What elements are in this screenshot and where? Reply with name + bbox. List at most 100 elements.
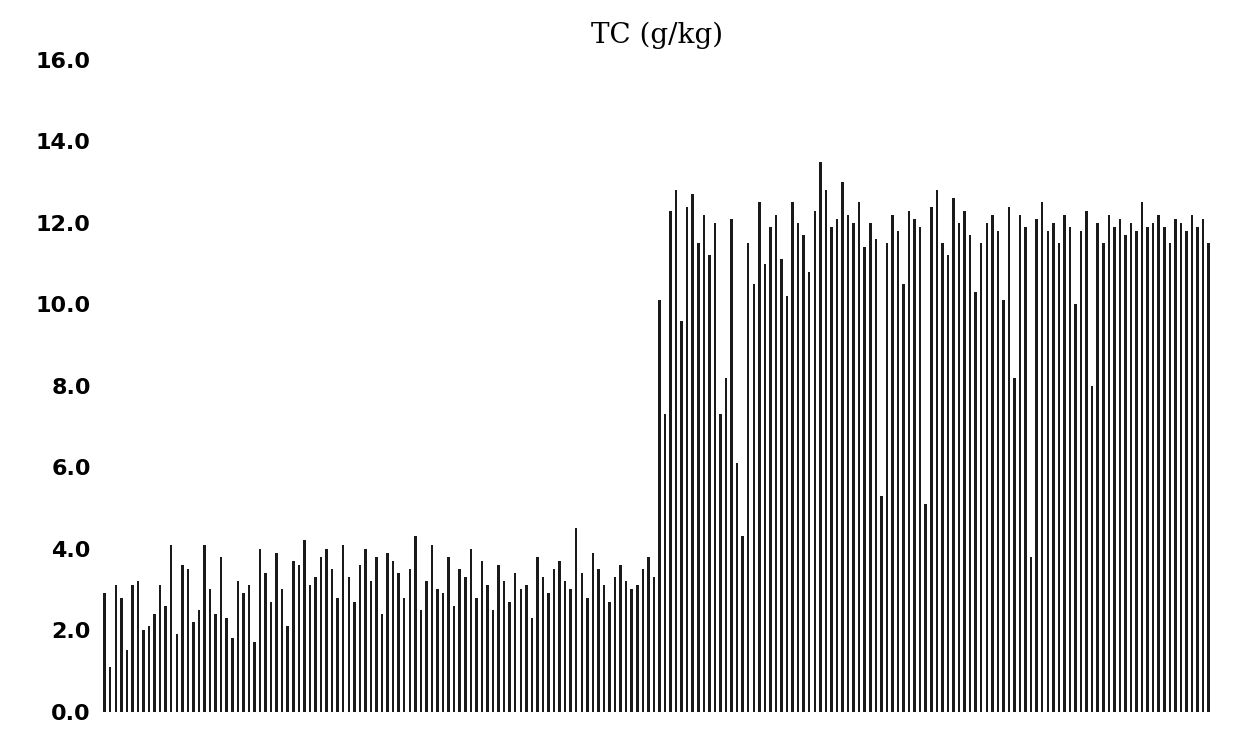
- Bar: [841, 182, 844, 712]
- Bar: [624, 581, 627, 712]
- Bar: [736, 463, 738, 712]
- Bar: [691, 194, 694, 712]
- Bar: [924, 504, 927, 712]
- Bar: [375, 557, 378, 712]
- Bar: [714, 223, 716, 712]
- Bar: [1163, 227, 1166, 712]
- Bar: [1058, 243, 1061, 712]
- Bar: [242, 593, 244, 712]
- Bar: [103, 593, 105, 712]
- Bar: [458, 569, 461, 712]
- Bar: [497, 565, 499, 712]
- Bar: [664, 414, 667, 712]
- Bar: [869, 223, 871, 712]
- Bar: [221, 557, 223, 712]
- Bar: [964, 210, 966, 712]
- Bar: [358, 565, 361, 712]
- Bar: [1080, 231, 1083, 712]
- Bar: [431, 545, 434, 712]
- Bar: [786, 296, 788, 712]
- Bar: [886, 243, 888, 712]
- Bar: [680, 321, 683, 712]
- Bar: [1018, 215, 1021, 712]
- Bar: [741, 536, 743, 712]
- Bar: [1202, 219, 1204, 712]
- Bar: [758, 202, 761, 712]
- Bar: [326, 548, 328, 712]
- Bar: [631, 589, 633, 712]
- Bar: [147, 626, 150, 712]
- Bar: [342, 545, 344, 712]
- Bar: [1208, 243, 1211, 712]
- Bar: [808, 272, 810, 712]
- Bar: [159, 585, 161, 712]
- Bar: [1108, 215, 1110, 712]
- Bar: [392, 561, 394, 712]
- Bar: [508, 601, 510, 712]
- Bar: [730, 219, 732, 712]
- Bar: [719, 414, 721, 712]
- Bar: [297, 565, 300, 712]
- Bar: [1052, 223, 1054, 712]
- Bar: [792, 202, 794, 712]
- Bar: [486, 585, 488, 712]
- Bar: [774, 215, 777, 712]
- Bar: [1124, 235, 1126, 712]
- Bar: [109, 667, 112, 712]
- Bar: [315, 577, 317, 712]
- Bar: [935, 190, 938, 712]
- Bar: [930, 207, 933, 712]
- Bar: [875, 239, 877, 712]
- Bar: [570, 589, 572, 712]
- Bar: [1041, 202, 1043, 712]
- Bar: [581, 573, 584, 712]
- Bar: [470, 548, 472, 712]
- Bar: [409, 569, 411, 712]
- Bar: [380, 613, 383, 712]
- Bar: [1101, 243, 1104, 712]
- Bar: [1157, 215, 1160, 712]
- Bar: [836, 219, 839, 712]
- Bar: [481, 561, 483, 712]
- Bar: [475, 598, 477, 712]
- Bar: [747, 243, 750, 712]
- Bar: [913, 219, 916, 712]
- Bar: [503, 581, 506, 712]
- Bar: [1141, 202, 1144, 712]
- Bar: [647, 557, 649, 712]
- Bar: [181, 565, 183, 712]
- Bar: [586, 598, 589, 712]
- Bar: [613, 577, 616, 712]
- Bar: [442, 593, 445, 712]
- Bar: [891, 215, 893, 712]
- Bar: [974, 292, 976, 712]
- Bar: [230, 638, 233, 712]
- Bar: [120, 598, 123, 712]
- Bar: [1025, 227, 1027, 712]
- Bar: [1002, 300, 1005, 712]
- Bar: [1135, 231, 1137, 712]
- Bar: [248, 585, 250, 712]
- Bar: [857, 202, 860, 712]
- Bar: [1085, 210, 1088, 712]
- Bar: [709, 255, 711, 712]
- Bar: [225, 618, 228, 712]
- Bar: [781, 259, 783, 712]
- Bar: [209, 589, 212, 712]
- Bar: [675, 190, 678, 712]
- Bar: [686, 207, 689, 712]
- Bar: [203, 545, 206, 712]
- Bar: [725, 377, 727, 712]
- Bar: [1146, 227, 1149, 712]
- Bar: [1180, 223, 1182, 712]
- Bar: [1152, 223, 1155, 712]
- Bar: [165, 606, 167, 712]
- Bar: [536, 557, 539, 712]
- Bar: [275, 553, 278, 712]
- Bar: [176, 634, 178, 712]
- Bar: [414, 536, 416, 712]
- Bar: [947, 255, 949, 712]
- Bar: [1036, 219, 1038, 712]
- Bar: [969, 235, 971, 712]
- Bar: [530, 618, 533, 712]
